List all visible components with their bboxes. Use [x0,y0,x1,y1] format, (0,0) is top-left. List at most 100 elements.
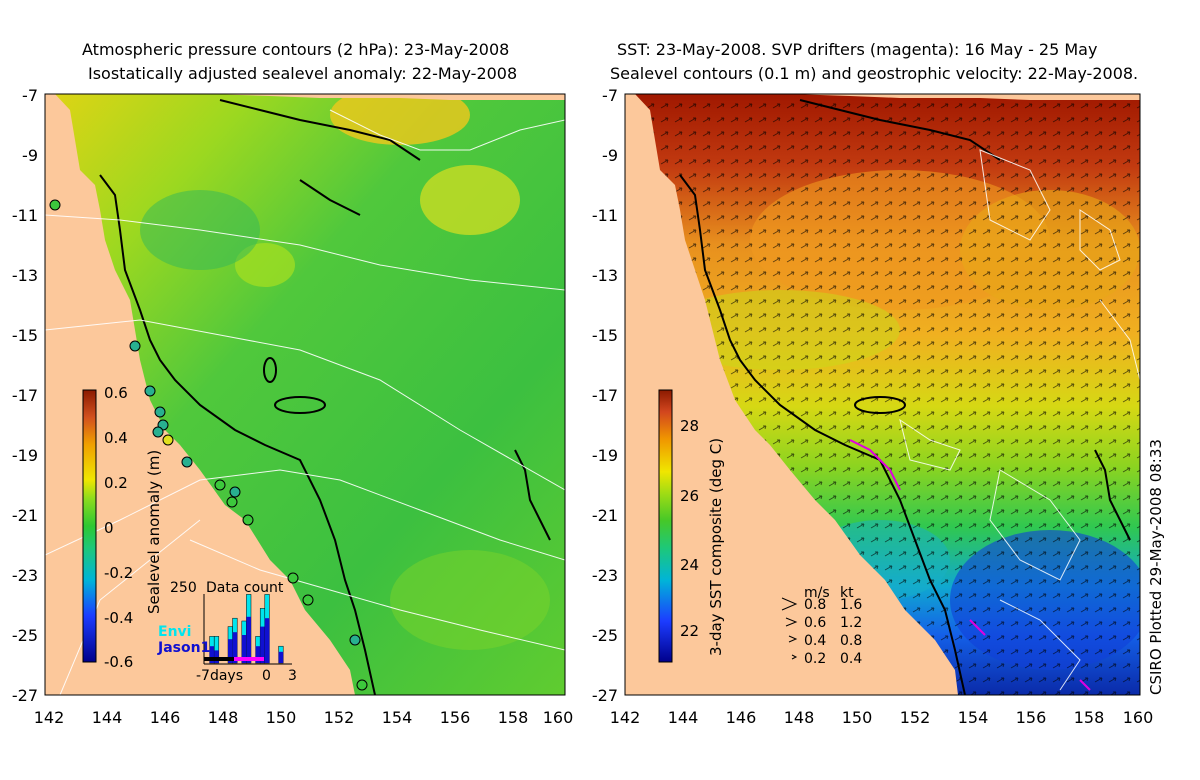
sla-colorbar-tick: -0.2 [104,564,134,582]
right-title-line1: SST: 23-May-2008. SVP drifters (magenta)… [617,40,1098,59]
left-y-tick: -15 [11,326,38,345]
sla-colorbar-tick: 0.6 [104,384,128,402]
left-title-line1: Atmospheric pressure contours (2 hPa): 2… [82,40,510,59]
land-right-png [790,94,1140,100]
left-y-tick: -25 [11,626,38,645]
sla-colorbar-tick: 0 [104,519,114,537]
left-x-tick: 156 [439,708,471,727]
land-left-png [210,94,565,100]
jason1-bar [260,626,265,663]
right-x-tick: 148 [783,708,815,727]
velocity-legend-arrows [781,597,798,660]
left-title-line2: Isostatically adjusted sealevel anomaly:… [88,64,518,83]
jason1-bar [246,616,251,663]
pressure-contours [45,109,565,695]
sst-colorbar-tick: 22 [680,622,700,640]
jason1-bar [228,639,233,663]
sst-colorbar [658,389,673,663]
right-x-tick: 158 [1073,708,1105,727]
right-x-tick: 156 [1015,708,1047,727]
jason1-bar [241,635,247,663]
sla-colorbar-tick: -0.6 [104,653,134,671]
data-count-xlabel: -7days [196,668,244,684]
velocity-legend-kt: 1.2 [840,615,863,631]
right-title-line2: Sealevel contours (0.1 m) and geostrophi… [610,64,1139,83]
left-x-tick: 148 [207,708,239,727]
velocity-legend-ms: 0.6 [804,615,827,631]
right-y-tick: -27 [591,686,618,705]
sst-colorbar-tick: 26 [680,487,700,505]
sla-colorbar-tick: -0.4 [104,609,134,627]
data-count-title: Data count [206,580,284,596]
data-count-xlabel: 3 [288,668,297,684]
velocity-legend-header-ms: m/s [804,585,830,601]
jason1-bar [209,646,215,663]
right-x-tick: 144 [667,708,699,727]
left-x-tick: 160 [542,708,574,727]
right-x-tick: 142 [609,708,641,727]
data-count-histogram [203,594,292,665]
jason1-bar [264,618,270,663]
velocity-legend-kt: 0.8 [840,633,863,649]
left-y-tick: -7 [22,86,38,105]
sst-colorbar-tick: 28 [680,417,700,435]
left-x-tick: 142 [33,708,65,727]
right-y-tick: -17 [591,386,618,405]
right-y-tick: -15 [591,326,618,345]
right-y-tick: -23 [591,566,618,585]
left-map [45,94,565,695]
right-y-tick: -25 [591,626,618,645]
right-frame [624,93,1141,696]
left-x-tick: 146 [149,708,181,727]
right-y-tick: -19 [591,446,618,465]
left-y-tick: -21 [11,506,38,525]
sla-colorbar-label: Sealevel anomaly (m) [145,449,163,614]
jason1-bar [232,632,238,663]
svp-drifter-track [849,439,901,491]
left-x-tick: 144 [91,708,123,727]
sealevel-contours [899,149,1140,691]
jason1-bar [278,651,284,663]
left-x-tick: 154 [381,708,413,727]
right-map [625,94,1140,695]
right-y-tick: -11 [591,206,618,225]
velocity-legend-header-kt: kt [840,585,854,601]
sla-colorbar-tick: 0.2 [104,474,128,492]
right-x-tick: 154 [957,708,989,727]
land-left-australia [45,94,355,695]
left-y-tick: -11 [11,206,38,225]
right-y-tick: -9 [602,146,618,165]
left-y-tick: -17 [11,386,38,405]
sst-colorbar-label: 3-day SST composite (deg C) [707,437,725,656]
sla-colorbar-tick: 0.4 [104,429,128,447]
right-y-tick: -21 [591,506,618,525]
left-y-tick: -13 [11,266,38,285]
svp-drifter-track [1079,679,1091,691]
velocity-legend-kt: 1.6 [840,597,863,613]
data-count-xlabel: 0 [262,668,271,684]
land-right-australia [625,94,958,695]
right-x-tick: 152 [899,708,931,727]
velocity-legend-ms: 0.4 [804,633,827,649]
envi-legend-label: Envi [158,624,192,640]
right-x-tick: 150 [841,708,873,727]
velocity-legend-ms: 0.8 [804,597,827,613]
velocity-legend-kt: 0.4 [840,651,863,667]
right-y-tick: -13 [591,266,618,285]
left-y-tick: -19 [11,446,38,465]
right-x-tick: 146 [725,708,757,727]
right-x-tick: 160 [1122,708,1154,727]
svp-drifter-track [969,619,986,636]
left-y-tick: -23 [11,566,38,585]
plot-credit: CSIRO Plotted 29-May-2008 08:33 [1147,439,1165,695]
jason1-legend-label: Jason1 [158,640,211,656]
sst-colorbar-tick: 24 [680,556,700,574]
velocity-legend-ms: 0.2 [804,651,827,667]
left-x-tick: 158 [497,708,529,727]
right-y-tick: -7 [602,86,618,105]
data-count-ymax: 250 [170,580,197,596]
jason1-bar [214,650,219,663]
left-y-tick: -9 [22,146,38,165]
left-frame [44,93,566,696]
